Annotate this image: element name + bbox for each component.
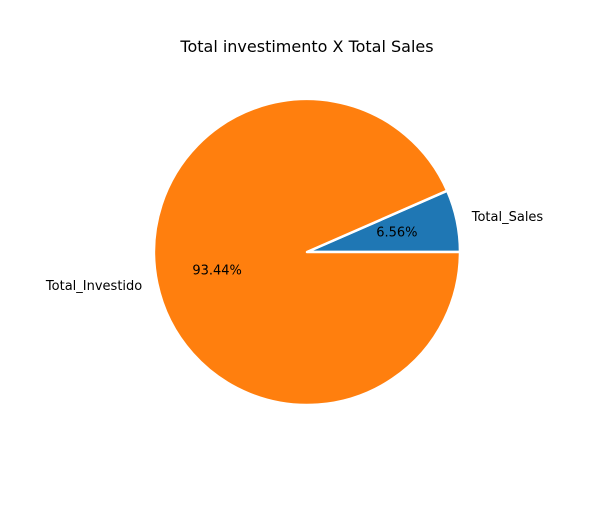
pie-slice-total-investido (152, 97, 462, 407)
pie-label-total-investido: Total_Investido (45, 279, 142, 294)
pie-percent-total-investido: 93.44% (192, 263, 242, 278)
chart-title: Total investimento X Total Sales (179, 37, 433, 56)
pie-slices (152, 97, 462, 407)
pie-labels: Total_Sales 6.56% Total_Investido 93.44% (45, 210, 543, 294)
pie-percent-total-sales: 6.56% (376, 226, 417, 241)
pie-label-total-sales: Total_Sales (471, 210, 544, 225)
